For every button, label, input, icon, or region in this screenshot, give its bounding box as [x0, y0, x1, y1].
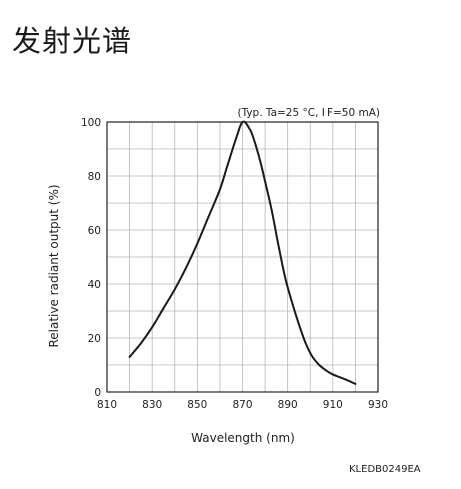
x-tick-label: 870: [232, 399, 252, 411]
x-tick-label: 810: [97, 399, 117, 411]
x-tick-label: 930: [368, 399, 388, 411]
x-tick-label: 910: [323, 399, 343, 411]
chart-annotation: (Typ. Ta=25 °C, I F=50 mA): [237, 107, 380, 119]
x-tick-label: 830: [142, 399, 162, 411]
x-axis-label: Wavelength (nm): [191, 431, 295, 445]
y-tick-label: 100: [81, 117, 101, 129]
x-tick-label: 850: [187, 399, 207, 411]
series-line: [128, 120, 357, 385]
y-axis-label: Relative radiant output (%): [47, 184, 61, 347]
y-tick-label: 60: [88, 225, 101, 237]
x-tick-label: 890: [278, 399, 298, 411]
y-tick-labels: 0 20 40 60 80 100: [81, 117, 101, 399]
x-tick-labels: 810 830 850 870 890 910 930: [97, 399, 388, 411]
y-tick-label: 20: [88, 333, 101, 345]
page-title: 发射光谱: [12, 24, 133, 58]
grid-lines: [107, 122, 378, 392]
document-code: KLEDB0249EA: [349, 464, 421, 475]
y-tick-label: 40: [88, 279, 101, 291]
y-tick-label: 0: [94, 387, 101, 399]
y-tick-label: 80: [88, 171, 101, 183]
